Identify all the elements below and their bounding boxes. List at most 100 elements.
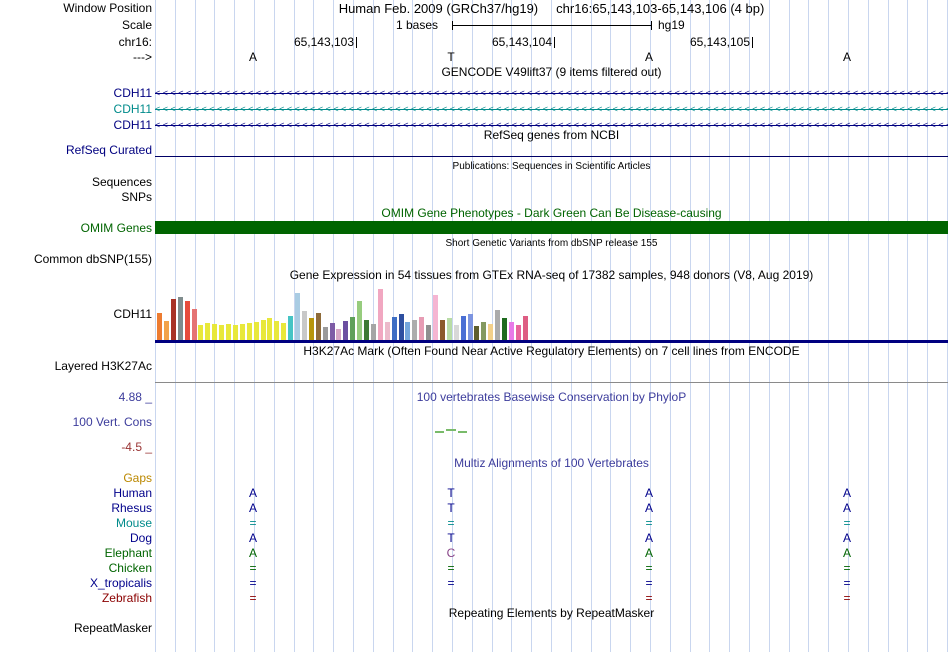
sidebar-common-dbsnp[interactable]: Common dbSNP(155) (33, 252, 152, 266)
h3k27ac-track-line[interactable] (155, 382, 948, 383)
sidebar-gene-cdh11[interactable]: CDH11 (113, 86, 152, 100)
species-label-zebrafish[interactable]: Zebrafish (101, 591, 152, 605)
gtex-expression-bar[interactable] (370, 324, 376, 340)
gtex-expression-bar[interactable] (274, 321, 280, 340)
gtex-expression-bar[interactable] (515, 325, 521, 340)
sidebar-gene-cdh11[interactable]: CDH11 (113, 118, 152, 132)
ruler-base: T (447, 50, 455, 64)
sidebar-gaps[interactable]: Gaps (123, 471, 152, 485)
gene-track-line[interactable]: <<<<<<<<<<<<<<<<<<<<<<<<<<<<<<<<<<<<<<<<… (155, 105, 948, 114)
gtex-expression-bar[interactable] (426, 325, 432, 340)
species-label-elephant[interactable]: Elephant (104, 546, 152, 560)
species-label-human[interactable]: Human (113, 486, 152, 500)
species-label-dog[interactable]: Dog (129, 531, 152, 545)
gtex-expression-bar[interactable] (260, 320, 266, 340)
track-title-repeatmasker[interactable]: Repeating Elements by RepeatMasker (448, 606, 655, 620)
sidebar-omim-genes[interactable]: OMIM Genes (80, 221, 152, 235)
gtex-expression-bar[interactable] (439, 320, 445, 340)
grid-guideline (788, 0, 790, 652)
sidebar-gene-cdh11[interactable]: CDH11 (113, 102, 152, 116)
gtex-expression-bar[interactable] (212, 324, 218, 340)
gtex-expression-bar[interactable] (412, 320, 418, 340)
gtex-expression-bar[interactable] (163, 321, 169, 340)
gtex-expression-bar[interactable] (391, 317, 397, 340)
gtex-expression-bar[interactable] (467, 314, 473, 340)
gtex-expression-bar[interactable] (495, 310, 501, 340)
gtex-expression-bar[interactable] (433, 295, 438, 340)
sidebar-refseq-curated[interactable]: RefSeq Curated (65, 143, 152, 157)
gtex-expression-bar[interactable] (267, 318, 273, 340)
gtex-expression-bar[interactable] (508, 322, 514, 340)
sidebar-100-vert-cons[interactable]: 100 Vert. Cons (72, 415, 152, 429)
sidebar-snps[interactable]: SNPs (121, 190, 152, 204)
gtex-baseline[interactable] (155, 340, 948, 343)
gtex-expression-bar[interactable] (226, 324, 231, 340)
track-title-gencode[interactable]: GENCODE V49lift37 (9 items filtered out) (441, 65, 662, 79)
gtex-expression-bar[interactable] (246, 323, 252, 340)
gtex-expression-bar[interactable] (308, 318, 314, 340)
gtex-expression-bar[interactable] (453, 325, 459, 340)
strand-arrows: <<<<<<<<<<<<<<<<<<<<<<<<<<<<<<<<<<<<<<<<… (155, 121, 948, 130)
gtex-expression-bar[interactable] (232, 325, 238, 340)
gtex-expression-bar[interactable] (205, 323, 211, 340)
sidebar-sequences[interactable]: Sequences (91, 175, 152, 189)
gtex-expression-bar[interactable] (157, 313, 162, 340)
gtex-expression-bar[interactable] (357, 301, 363, 340)
gtex-expression-bar[interactable] (384, 322, 390, 340)
sidebar-gtex-gene[interactable]: CDH11 (113, 307, 152, 321)
ruler-tick (356, 37, 357, 48)
gtex-expression-bar[interactable] (184, 301, 190, 340)
alignment-base: A (842, 501, 851, 515)
alignment-base: = (447, 561, 455, 575)
gtex-expression-bar[interactable] (522, 316, 528, 340)
gtex-expression-bar[interactable] (295, 293, 300, 340)
omim-gene-bar[interactable] (155, 221, 948, 234)
gene-track-line[interactable]: <<<<<<<<<<<<<<<<<<<<<<<<<<<<<<<<<<<<<<<<… (155, 89, 948, 98)
track-title-omim[interactable]: OMIM Gene Phenotypes - Dark Green Can Be… (381, 206, 722, 220)
gtex-expression-bar[interactable] (502, 318, 507, 340)
gtex-expression-bar[interactable] (460, 316, 466, 340)
gtex-expression-bar[interactable] (301, 311, 307, 340)
track-title-refseq[interactable]: RefSeq genes from NCBI (483, 128, 620, 142)
gtex-expression-bar[interactable] (364, 320, 369, 340)
gtex-expression-bar[interactable] (329, 323, 335, 340)
sidebar-repeatmasker[interactable]: RepeatMasker (73, 621, 152, 635)
gtex-expression-bar[interactable] (239, 324, 245, 340)
gtex-expression-bar[interactable] (398, 314, 404, 340)
sidebar-layered-h3k27ac[interactable]: Layered H3K27Ac (54, 359, 152, 373)
species-label-x_tropicalis[interactable]: X_tropicalis (89, 576, 152, 590)
gtex-expression-bar[interactable] (288, 316, 294, 340)
gtex-expression-bar[interactable] (281, 323, 287, 340)
species-label-mouse[interactable]: Mouse (115, 516, 152, 530)
gtex-expression-bar[interactable] (474, 326, 480, 340)
track-title-dbsnp[interactable]: Short Genetic Variants from dbSNP releas… (445, 238, 658, 249)
gtex-expression-bar[interactable] (446, 318, 452, 340)
gtex-expression-bar[interactable] (322, 327, 328, 340)
gtex-expression-bar[interactable] (219, 325, 225, 340)
track-title-gtex[interactable]: Gene Expression in 54 tissues from GTEx … (289, 268, 814, 282)
gene-track-line[interactable]: <<<<<<<<<<<<<<<<<<<<<<<<<<<<<<<<<<<<<<<<… (155, 121, 948, 130)
gtex-expression-bar[interactable] (253, 322, 259, 340)
gtex-expression-bar[interactable] (419, 317, 425, 340)
gtex-expression-bar[interactable] (170, 299, 176, 340)
refseq-track-line[interactable] (155, 156, 948, 157)
species-label-chicken[interactable]: Chicken (108, 561, 152, 575)
grid-guideline (848, 0, 849, 652)
species-label-rhesus[interactable]: Rhesus (111, 501, 152, 515)
gtex-expression-bar[interactable] (336, 329, 342, 340)
track-title-phylop[interactable]: 100 vertebrates Basewise Conservation by… (416, 390, 687, 404)
track-title-multiz[interactable]: Multiz Alignments of 100 Vertebrates (454, 456, 649, 470)
gtex-expression-bar[interactable] (488, 324, 494, 340)
gtex-expression-bar[interactable] (405, 322, 411, 340)
gtex-expression-bar[interactable] (198, 325, 204, 340)
gtex-expression-bar[interactable] (191, 309, 197, 340)
gtex-expression-bar[interactable] (350, 317, 356, 340)
track-title-h3k27ac[interactable]: H3K27Ac Mark (Often Found Near Active Re… (303, 344, 800, 358)
track-title-publications[interactable]: Publications: Sequences in Scientific Ar… (452, 161, 651, 172)
gtex-expression-bar[interactable] (177, 297, 183, 340)
gtex-expression-bar[interactable] (481, 322, 487, 340)
gtex-expression-bar[interactable] (377, 289, 383, 340)
gtex-expression-bar[interactable] (315, 313, 321, 340)
gtex-expression-bar[interactable] (343, 321, 349, 340)
gtex-expression-chart[interactable] (155, 287, 948, 340)
